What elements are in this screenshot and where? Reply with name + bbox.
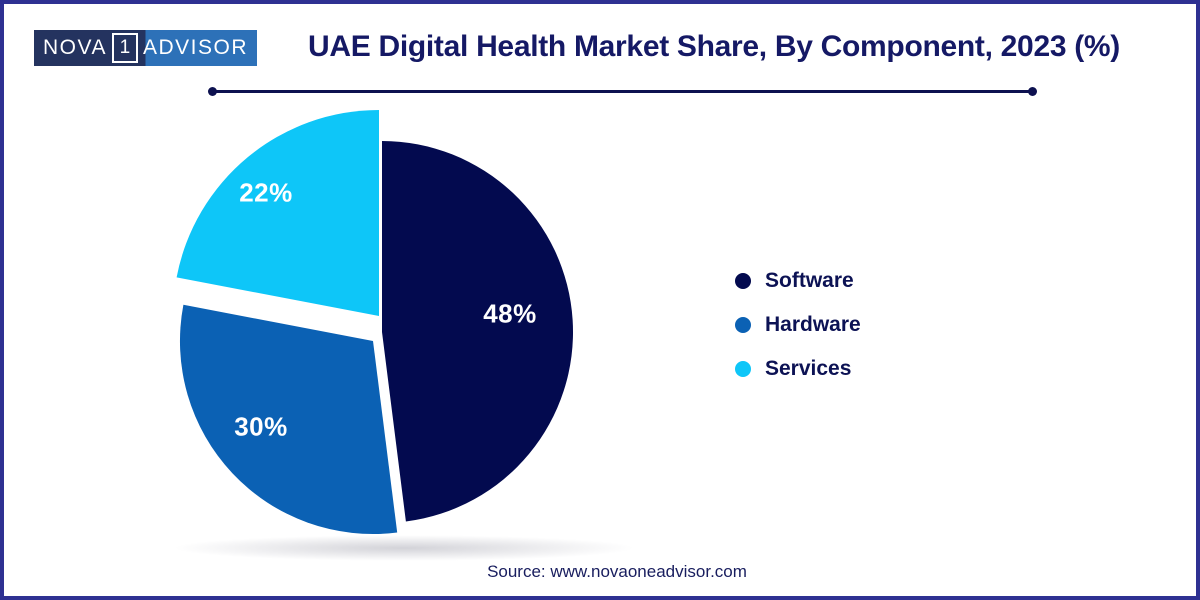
underline-left-dot: [208, 87, 217, 96]
logo-text-advisor: ADVISOR: [142, 36, 248, 59]
legend-item-software: Software: [735, 266, 861, 296]
pie-slice-software: [382, 141, 574, 522]
legend-label-services: Services: [765, 357, 852, 380]
legend: Software Hardware Services: [735, 266, 861, 398]
data-label-hardware: 30%: [234, 411, 288, 442]
underline-right-dot: [1028, 87, 1037, 96]
logo-one-box: 1: [111, 33, 138, 63]
logo-digit: 1: [119, 37, 131, 58]
chart-title: UAE Digital Health Market Share, By Comp…: [307, 30, 1121, 63]
data-label-software: 48%: [483, 298, 537, 329]
legend-label-software: Software: [765, 269, 854, 292]
legend-item-hardware: Hardware: [735, 310, 861, 340]
pie-slice-hardware: [179, 304, 398, 535]
source-text: Source: www.novaoneadvisor.com: [487, 562, 747, 581]
pie-chart: [176, 109, 574, 535]
pie-slice-services: [176, 109, 379, 316]
legend-item-services: Services: [735, 354, 861, 384]
legend-dot-hardware: [735, 317, 751, 333]
legend-label-hardware: Hardware: [765, 313, 861, 336]
title-underline: [208, 87, 1037, 96]
data-label-services: 22%: [239, 177, 293, 208]
pie-shadow: [154, 534, 654, 562]
legend-dot-software: [735, 273, 751, 289]
brand-logo: NOVA 1 ADVISOR: [34, 30, 257, 66]
logo-text-nova: NOVA: [43, 36, 107, 59]
legend-dot-services: [735, 361, 751, 377]
